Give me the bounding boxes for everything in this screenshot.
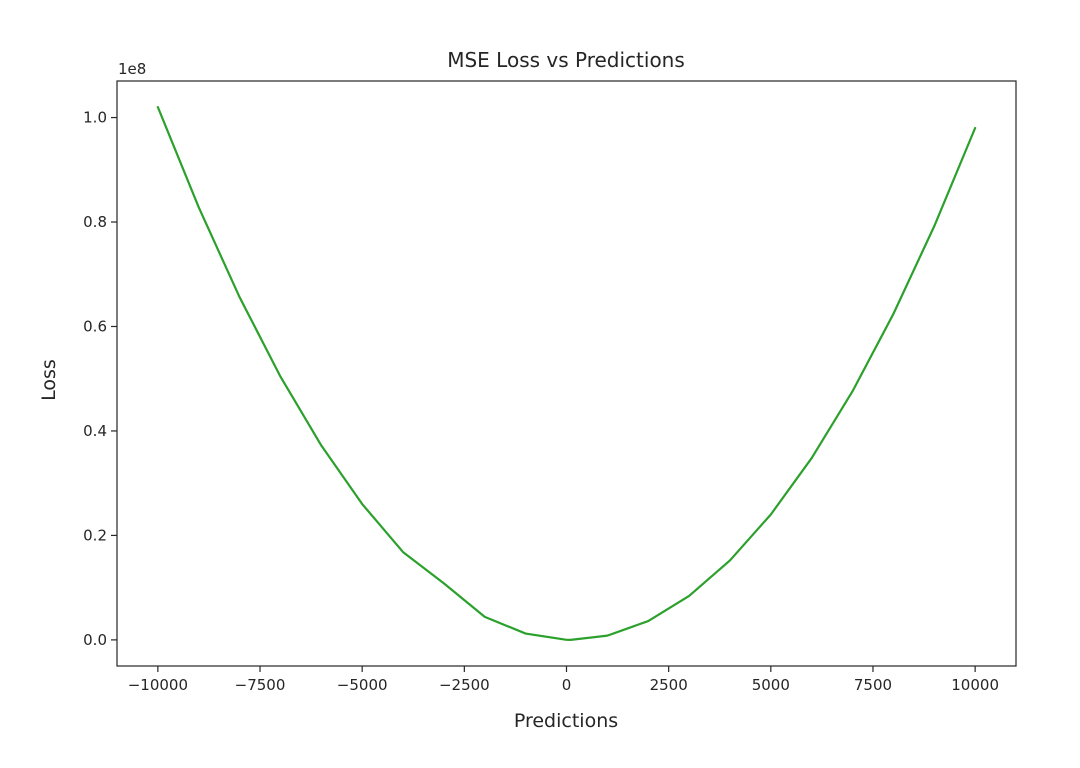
x-tick-label: 7500 [854, 676, 892, 694]
y-axis-label: Loss [38, 359, 60, 401]
y-tick-label: 0.0 [83, 631, 107, 649]
x-tick-label: 0 [562, 676, 572, 694]
y-tick-label: 1.0 [83, 109, 107, 127]
x-axis-ticks: −10000 −7500 −5000 −2500 0 2500 5000 7500 10000 [128, 666, 999, 694]
x-tick-label: 5000 [752, 676, 790, 694]
x-tick-label: −2500 [439, 676, 490, 694]
y-axis-ticks: 0.0 0.2 0.4 0.6 0.8 1.0 [83, 109, 117, 649]
series-line-0 [156, 106, 977, 641]
y-offset-label: 1e8 [118, 60, 146, 78]
chart-title: MSE Loss vs Predictions [447, 48, 685, 72]
x-tick-label: 10000 [951, 676, 999, 694]
x-tick-label: −10000 [128, 676, 188, 694]
plot-area [156, 106, 977, 641]
x-tick-label: 2500 [650, 676, 688, 694]
y-tick-label: 0.6 [83, 317, 107, 335]
y-tick-label: 0.8 [83, 213, 107, 231]
x-tick-label: −7500 [235, 676, 286, 694]
x-axis-label: Predictions [514, 710, 618, 732]
y-tick-label: 0.4 [83, 422, 107, 440]
x-tick-label: −5000 [337, 676, 388, 694]
y-tick-label: 0.2 [83, 526, 107, 544]
